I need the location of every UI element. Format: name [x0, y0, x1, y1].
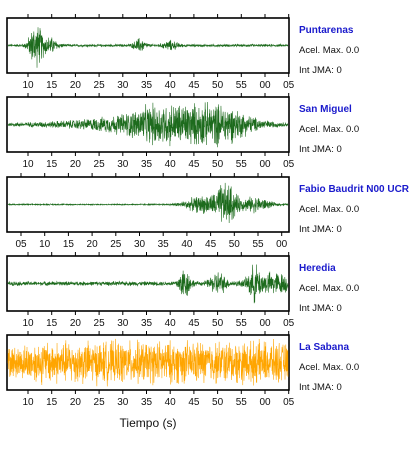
x-tick-label: 25 [94, 159, 106, 170]
x-tick-label: 10 [22, 397, 34, 408]
panel-frame [6, 17, 290, 74]
x-tick-label: 15 [46, 318, 58, 329]
acel-max-text: Acel. Max. 0.0 [299, 362, 359, 373]
x-tick-label: 25 [94, 80, 106, 91]
x-tick-label: 20 [70, 397, 82, 408]
x-tick-label: 05 [283, 159, 295, 170]
station-panel: 10 15 20 25 30 35 40 45 50 55 00 05 La Sabana Acel. M… [6, 331, 359, 408]
x-tick-label: 20 [70, 318, 82, 329]
panel-frame [6, 255, 290, 312]
x-tick-label: 30 [117, 318, 129, 329]
acel-max-text: Acel. Max. 0.0 [299, 45, 359, 56]
x-tick-label: 50 [212, 318, 224, 329]
panels-group: 10 15 20 25 30 35 40 45 50 55 00 05 Puntarenas Acel. … [6, 14, 410, 408]
x-tick-label: 30 [117, 80, 129, 91]
jma-intensity-text: Int JMA: 0 [299, 224, 342, 235]
x-tick-label: 45 [188, 397, 200, 408]
x-tick-label: 05 [15, 239, 27, 250]
station-name: San Miguel [299, 104, 352, 115]
x-tick-label: 45 [188, 159, 200, 170]
acel-max-text: Acel. Max. 0.0 [299, 204, 359, 215]
x-tick-label: 25 [94, 318, 106, 329]
acel-max-text: Acel. Max. 0.0 [299, 124, 359, 135]
x-tick-label: 35 [141, 318, 153, 329]
x-tick-label: 55 [252, 239, 264, 250]
x-tick-label: 15 [63, 239, 75, 250]
station-name: Puntarenas [299, 25, 354, 36]
x-tick-label: 05 [283, 397, 295, 408]
waveform-line [7, 102, 289, 148]
x-tick-label: 30 [134, 239, 146, 250]
station-name: La Sabana [299, 342, 349, 353]
jma-intensity-text: Int JMA: 0 [299, 382, 342, 393]
x-tick-label: 45 [188, 80, 200, 91]
x-tick-label: 10 [22, 159, 34, 170]
x-tick-label: 50 [212, 397, 224, 408]
x-tick-label: 40 [165, 318, 177, 329]
waveform-line [7, 264, 289, 304]
x-tick-label: 15 [46, 80, 58, 91]
x-tick-label: 15 [46, 159, 58, 170]
x-tick-label: 00 [259, 397, 271, 408]
x-tick-label: 35 [158, 239, 170, 250]
x-tick-label: 25 [110, 239, 122, 250]
x-tick-label: 40 [165, 80, 177, 91]
x-tick-label: 40 [165, 397, 177, 408]
x-tick-label: 35 [141, 159, 153, 170]
x-tick-label: 00 [259, 159, 271, 170]
x-tick-label: 40 [165, 159, 177, 170]
x-tick-label: 05 [283, 80, 295, 91]
x-tick-label: 55 [236, 397, 248, 408]
station-panel: 05 10 15 20 25 30 35 40 45 50 55 00 Fabio Baudrit N0… [6, 173, 410, 250]
x-tick-label: 45 [188, 318, 200, 329]
x-tick-label: 55 [236, 80, 248, 91]
station-panel: 10 15 20 25 30 35 40 45 50 55 00 05 Puntarenas Acel. … [6, 14, 359, 91]
x-tick-label: 30 [117, 159, 129, 170]
x-tick-label: 05 [283, 318, 295, 329]
station-panel: 10 15 20 25 30 35 40 45 50 55 00 05 Heredia Acel. Max… [6, 252, 359, 329]
x-tick-label: 55 [236, 159, 248, 170]
acel-max-text: Acel. Max. 0.0 [299, 283, 359, 294]
x-tick-label: 00 [259, 80, 271, 91]
x-tick-label: 20 [70, 80, 82, 91]
x-tick-label: 30 [117, 397, 129, 408]
x-tick-label: 15 [46, 397, 58, 408]
panel-frame [6, 334, 290, 391]
x-tick-label: 10 [22, 318, 34, 329]
panel-frame [6, 176, 290, 233]
jma-intensity-text: Int JMA: 0 [299, 65, 342, 76]
waveform-line [7, 338, 289, 387]
x-tick-label: 20 [70, 159, 82, 170]
x-tick-label: 35 [141, 397, 153, 408]
x-tick-label: 20 [87, 239, 99, 250]
x-tick-label: 25 [94, 397, 106, 408]
station-panel: 10 15 20 25 30 35 40 45 50 55 00 05 San Miguel Acel. … [6, 93, 359, 170]
jma-intensity-text: Int JMA: 0 [299, 144, 342, 155]
x-tick-label: 40 [181, 239, 193, 250]
x-tick-label: 10 [22, 80, 34, 91]
station-name: Heredia [299, 263, 336, 274]
x-tick-label: 00 [259, 318, 271, 329]
x-tick-label: 00 [276, 239, 288, 250]
station-name: Fabio Baudrit N00 UCR [299, 184, 410, 195]
x-tick-label: 35 [141, 80, 153, 91]
panel-frame [6, 96, 290, 153]
x-tick-label: 45 [205, 239, 217, 250]
x-tick-label: 10 [39, 239, 51, 250]
x-axis-label: Tiempo (s) [120, 416, 177, 430]
x-tick-label: 50 [212, 159, 224, 170]
jma-intensity-text: Int JMA: 0 [299, 303, 342, 314]
x-tick-label: 50 [229, 239, 241, 250]
x-tick-label: 55 [236, 318, 248, 329]
waveform-line [7, 182, 289, 223]
x-tick-label: 50 [212, 80, 224, 91]
waveform-line [7, 27, 289, 68]
